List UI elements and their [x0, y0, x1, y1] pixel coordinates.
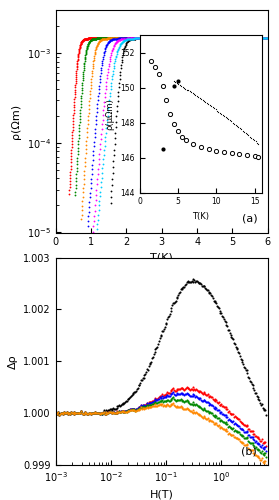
- X-axis label: T(K): T(K): [193, 212, 209, 221]
- X-axis label: H(T): H(T): [150, 489, 174, 499]
- Text: (a): (a): [242, 214, 257, 224]
- Y-axis label: Δρ: Δρ: [8, 354, 18, 368]
- X-axis label: T(K): T(K): [150, 253, 173, 263]
- Y-axis label: ρ(Ωm): ρ(Ωm): [11, 104, 21, 139]
- Text: (b): (b): [242, 446, 257, 456]
- Y-axis label: ρ(μΩm): ρ(μΩm): [105, 98, 115, 130]
